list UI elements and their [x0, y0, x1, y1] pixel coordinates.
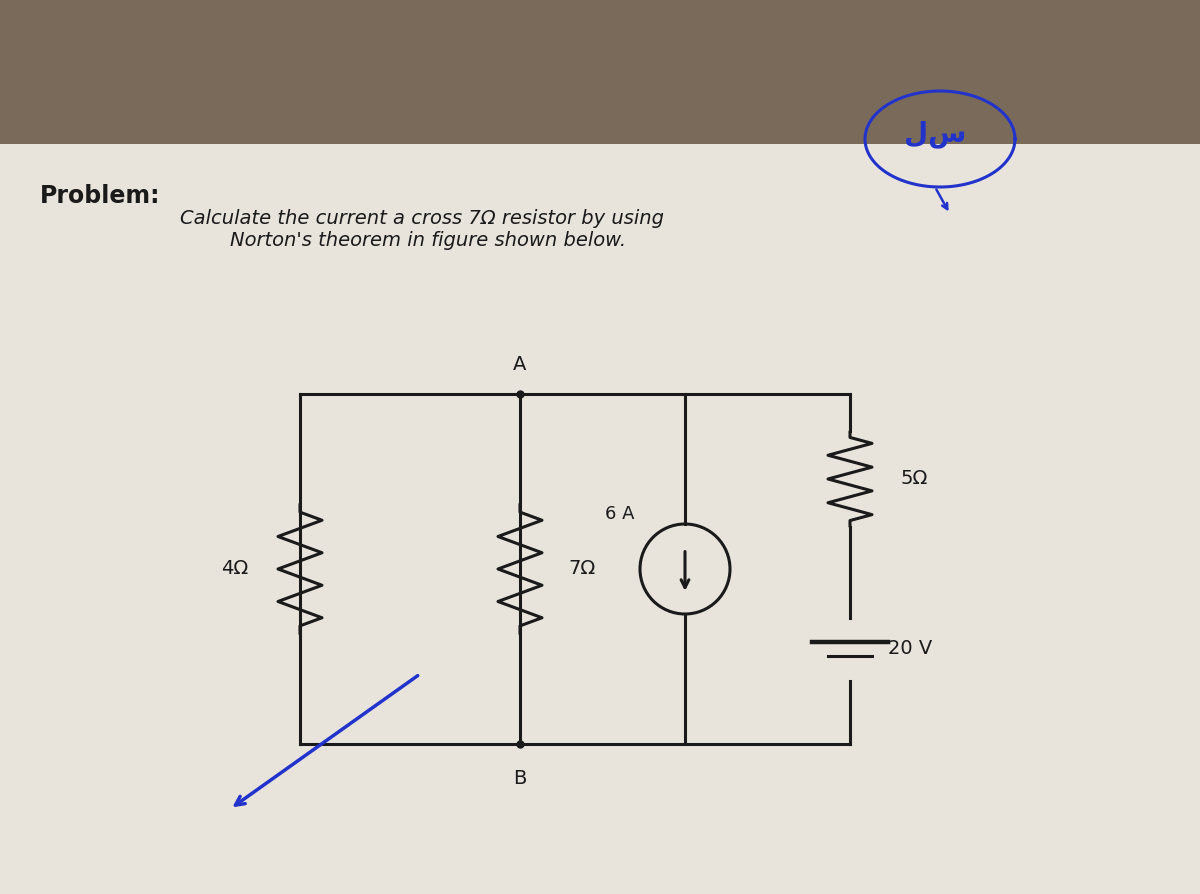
- Bar: [0, 144, 1200, 894]
- Text: 20 V: 20 V: [888, 639, 932, 659]
- Text: Calculate the current a cross 7Ω resistor by using
        Norton's theorem in f: Calculate the current a cross 7Ω resisto…: [180, 209, 664, 250]
- Text: لس: لس: [904, 120, 966, 148]
- Text: A: A: [514, 355, 527, 374]
- Text: 6 A: 6 A: [605, 505, 635, 523]
- Text: Problem:: Problem:: [40, 184, 161, 208]
- Text: 7Ω: 7Ω: [569, 560, 595, 578]
- Text: 5Ω: 5Ω: [900, 469, 928, 488]
- Text: B: B: [514, 769, 527, 788]
- Text: 4Ω: 4Ω: [221, 560, 248, 578]
